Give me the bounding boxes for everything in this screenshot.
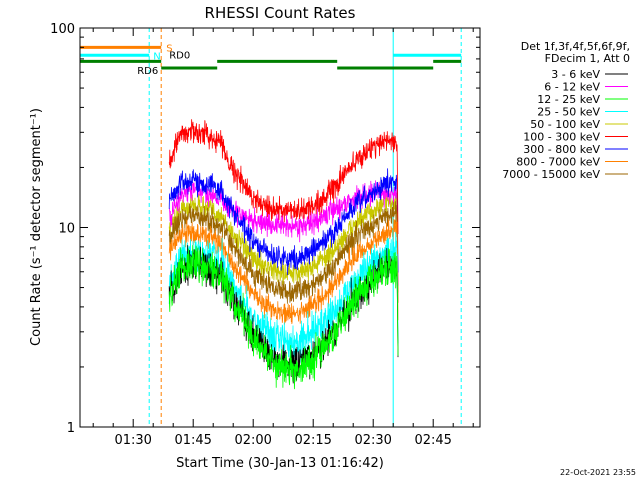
legend-header-2: FDecim 1, Att 0: [545, 52, 630, 65]
footer-date: 22-Oct-2021 23:55: [560, 468, 636, 477]
series-line-6: [168, 119, 399, 235]
legend-label-9: 7000 - 15000 keV: [502, 168, 600, 181]
y-axis: 1 10 100: [50, 22, 480, 436]
legend-label-3: 12 - 25 keV: [537, 93, 600, 106]
legend-label-8: 800 - 7000 keV: [516, 156, 600, 169]
flag-label-n: N: [153, 51, 160, 62]
flag-bars: SN RD0 RD6: [80, 43, 462, 77]
chart-title: RHESSI Count Rates: [205, 4, 356, 22]
flag-label-s: S: [166, 43, 172, 54]
y-tick-label-3: 100: [50, 22, 75, 37]
legend-label-7: 300 - 800 keV: [523, 143, 600, 156]
legend-header-1: Det 1f,3f,4f,5f,6f,9f,: [521, 40, 630, 53]
series-layer: [168, 119, 399, 390]
x-tick-label-5: 02:30: [354, 433, 391, 448]
y-tick-label-1: 1: [67, 421, 75, 436]
flag-label-rd6: RD6: [137, 66, 158, 77]
legend: Det 1f,3f,4f,5f,6f,9f,FDecim 1, Att 0 3 -…: [502, 40, 630, 181]
flag-label-rd0: RD0: [169, 50, 190, 61]
legend-label-2: 6 - 12 keV: [544, 81, 600, 94]
series-line-3: [168, 245, 399, 390]
y-axis-label: Count Rate (s⁻¹ detector segment⁻¹): [29, 108, 44, 346]
series-line-5: [168, 192, 399, 293]
x-tick-label-3: 02:00: [234, 433, 271, 448]
legend-label-6: 100 - 300 keV: [523, 131, 600, 144]
series-line-9: [168, 201, 399, 304]
x-tick-label-6: 02:45: [414, 433, 451, 448]
x-axis-label: Start Time (30-Jan-13 01:16:42): [176, 456, 384, 471]
x-tick-label-1: 01:30: [114, 433, 151, 448]
series-line-8: [168, 218, 399, 325]
legend-label-4: 25 - 50 keV: [537, 106, 600, 119]
x-tick-label-4: 02:15: [294, 433, 331, 448]
y-tick-label-2: 10: [58, 222, 75, 237]
x-axis: 01:30 01:45 02:00 02:15 02:30 02:45: [92, 28, 474, 448]
legend-label-5: 50 - 100 keV: [530, 118, 600, 131]
legend-label-1: 3 - 6 keV: [551, 68, 600, 81]
series-line-7: [168, 168, 399, 276]
x-tick-label-2: 01:45: [174, 433, 211, 448]
